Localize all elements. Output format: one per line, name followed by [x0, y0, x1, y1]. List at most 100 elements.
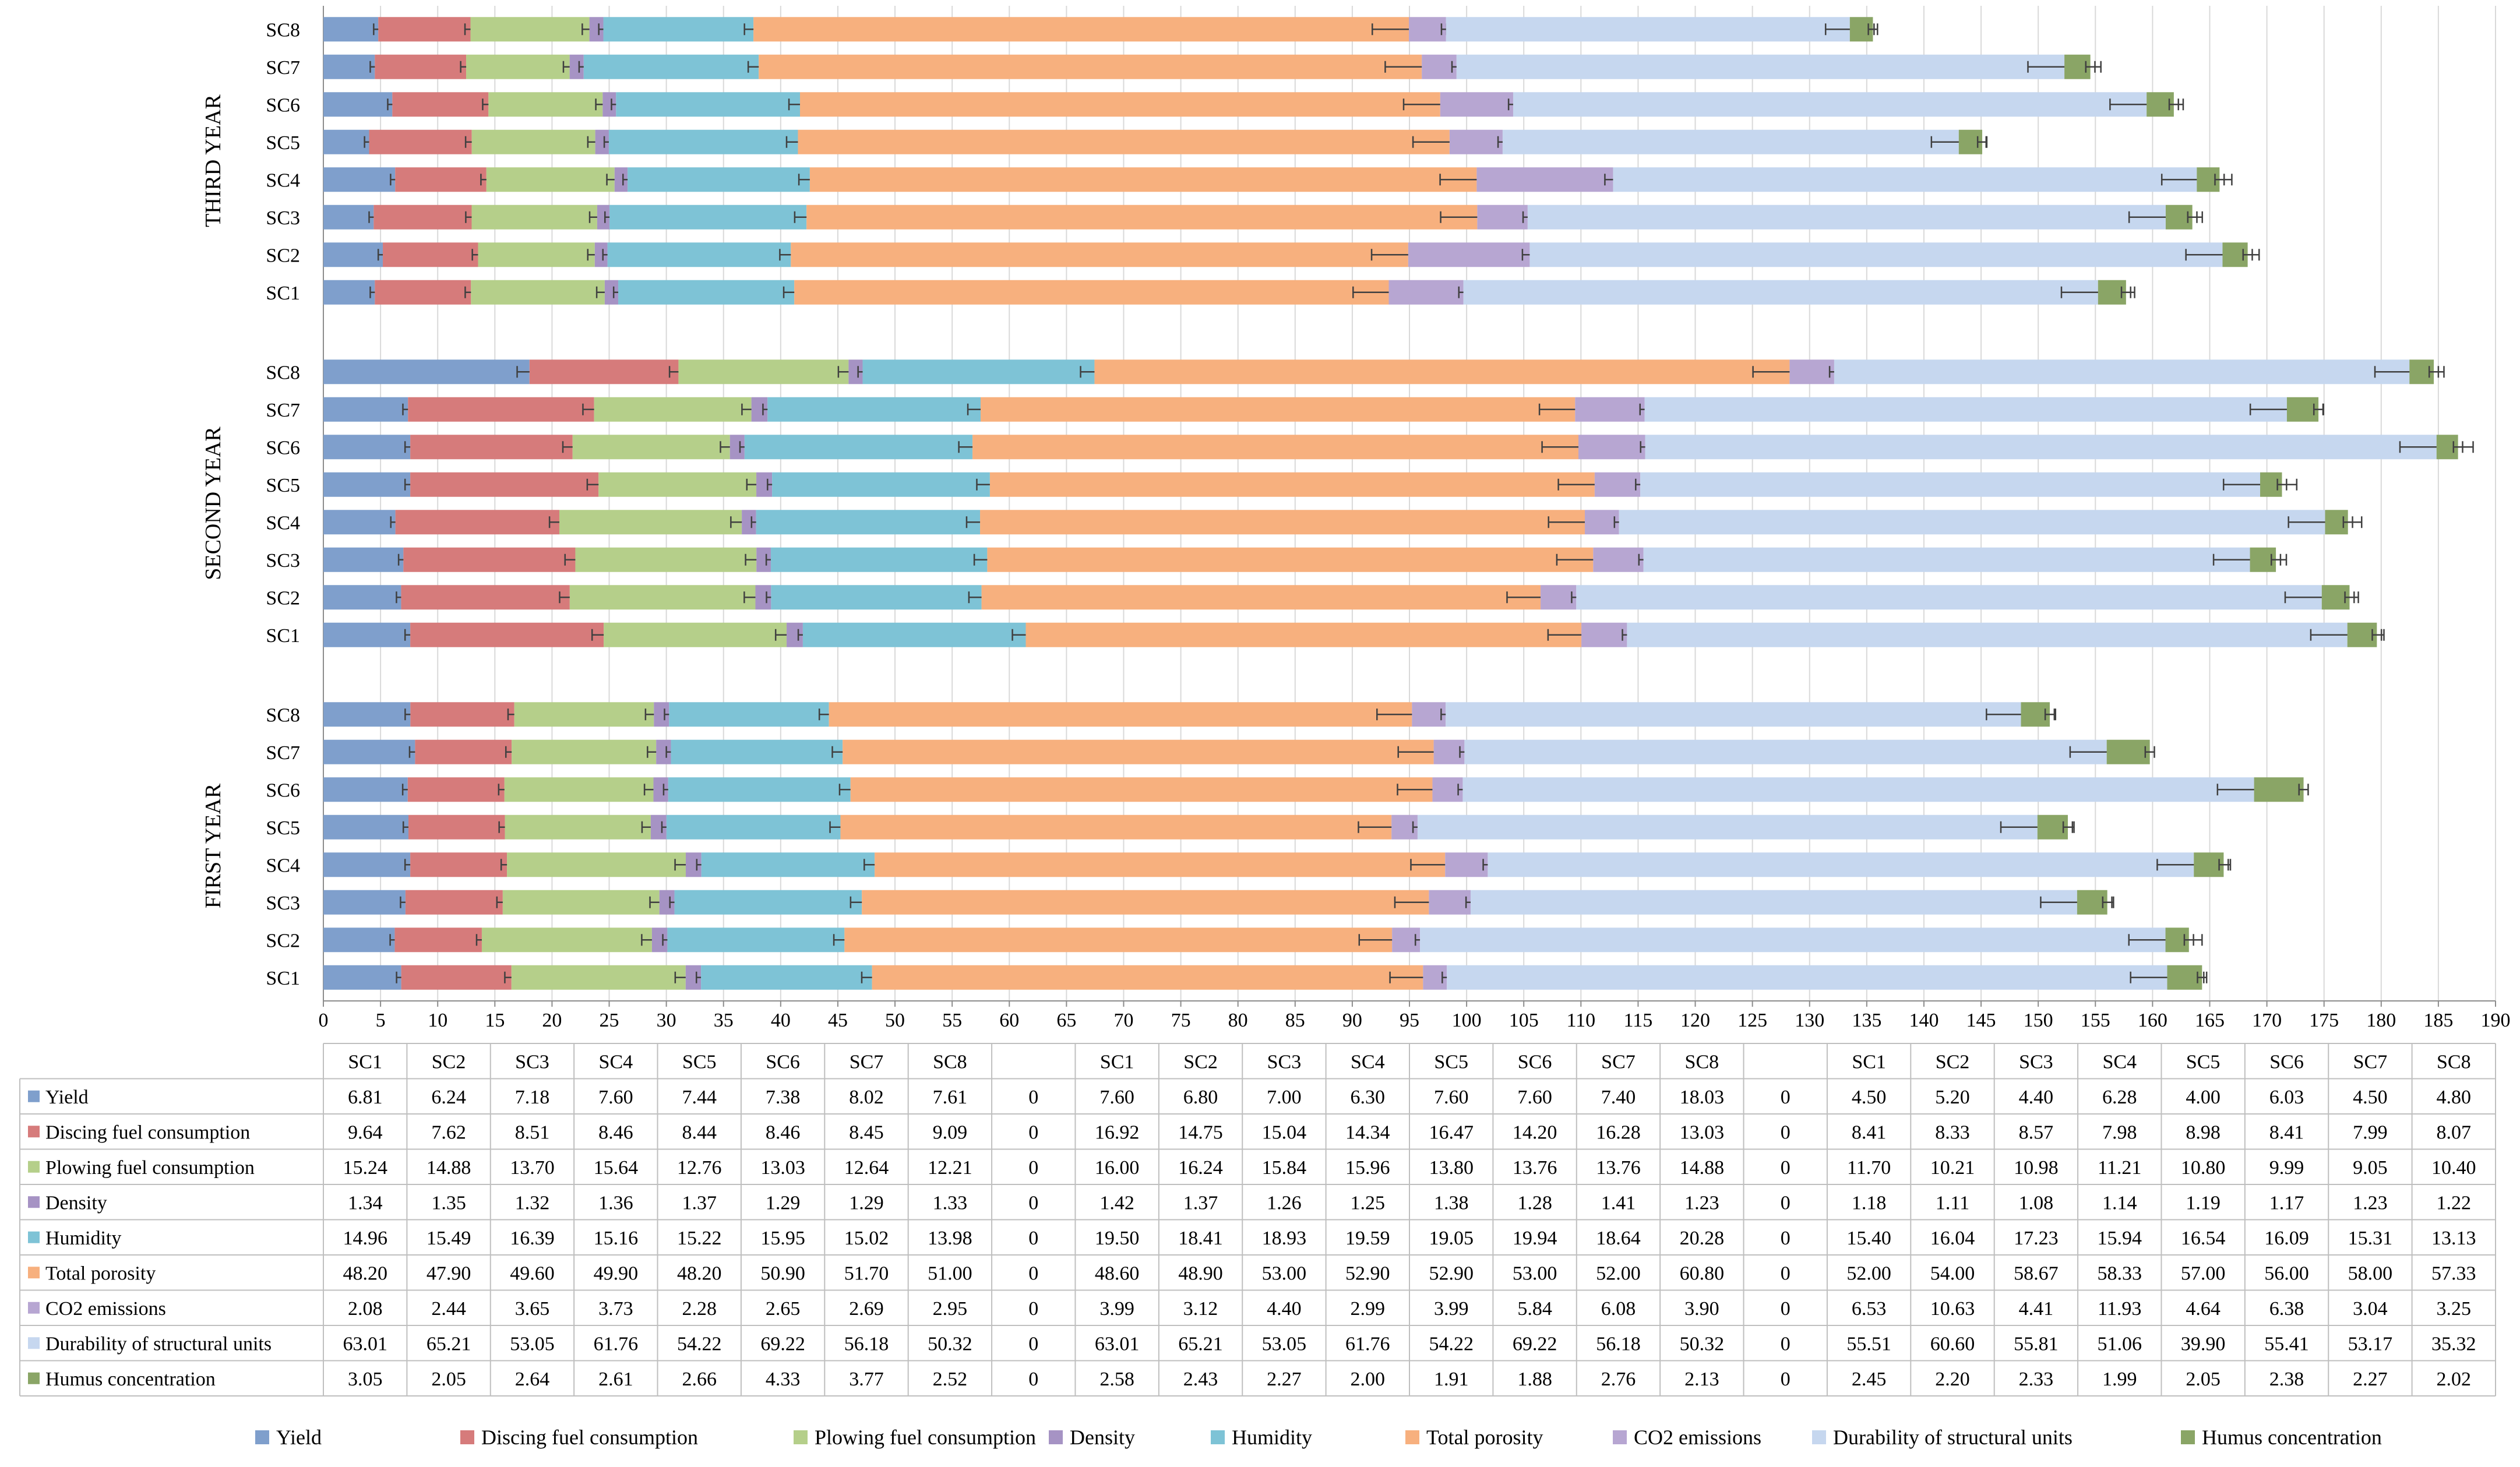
- table-value-cell: 20.28: [1680, 1228, 1725, 1249]
- table-value-cell: 1.22: [2437, 1192, 2472, 1214]
- table-value-cell: 8.45: [849, 1122, 884, 1143]
- x-tick-label: 110: [1566, 1010, 1595, 1031]
- y-category-label: SC8: [266, 362, 300, 383]
- bar-segment: [618, 280, 795, 305]
- bar-segment: [1584, 510, 1619, 535]
- table-legend-key: [28, 1090, 40, 1102]
- table-separator-cell: 0: [1028, 1228, 1038, 1249]
- table-row-label: Yield: [45, 1087, 89, 1108]
- table-value-cell: 7.18: [515, 1087, 550, 1108]
- table-value-cell: 53.00: [1513, 1263, 1557, 1284]
- table-value-cell: 2.33: [2019, 1369, 2054, 1390]
- x-tick-label: 165: [2195, 1010, 2225, 1031]
- table-value-cell: 49.60: [510, 1263, 555, 1284]
- table-value-cell: 1.08: [2019, 1192, 2054, 1214]
- table-row-label: Discing fuel consumption: [45, 1122, 250, 1143]
- table-value-cell: 60.80: [1680, 1263, 1725, 1284]
- bar-segment: [529, 359, 679, 385]
- table-value-cell: 4.40: [1267, 1298, 1302, 1320]
- table-value-cell: 1.91: [1434, 1369, 1469, 1390]
- table-value-cell: 13.76: [1513, 1157, 1557, 1179]
- table-row-label: Humidity: [45, 1228, 121, 1249]
- table-row-label: Plowing fuel consumption: [45, 1157, 255, 1179]
- table-value-cell: 15.84: [1262, 1157, 1307, 1179]
- x-tick-label: 15: [485, 1010, 505, 1031]
- table-value-cell: 7.98: [2102, 1122, 2137, 1143]
- table-value-cell: 49.90: [594, 1263, 639, 1284]
- bar-segment: [373, 204, 472, 230]
- bar-segment: [407, 777, 505, 802]
- bar-segment: [486, 167, 615, 192]
- table-value-cell: 52.00: [1596, 1263, 1641, 1284]
- table-value-cell: 3.77: [849, 1369, 884, 1390]
- legend-key: [1049, 1430, 1063, 1444]
- x-tick-label: 175: [2309, 1010, 2339, 1031]
- x-tick-label: 20: [542, 1010, 562, 1031]
- bar-group: SC1 SC2 SC3 SC4 SC5 SC6 SC7 SC8: [266, 359, 2474, 647]
- table-value-cell: 8.46: [766, 1122, 801, 1143]
- table-value-cell: 35.32: [2431, 1333, 2476, 1355]
- table-value-cell: 1.25: [1351, 1192, 1386, 1214]
- x-tick-label: 95: [1400, 1010, 1419, 1031]
- bar-segment: [1429, 890, 1471, 915]
- table-value-cell: 1.99: [2102, 1369, 2137, 1390]
- bar-segment: [1575, 397, 1645, 422]
- table-value-cell: 19.05: [1429, 1228, 1474, 1249]
- bar-segment: [589, 17, 604, 42]
- bar-segment: [323, 890, 406, 915]
- table-legend-key: [28, 1337, 40, 1349]
- bar-segment: [410, 472, 599, 497]
- x-tick-label: 0: [319, 1010, 329, 1031]
- table-value-cell: 2.44: [431, 1298, 466, 1320]
- x-tick-label: 105: [1509, 1010, 1539, 1031]
- x-tick-label: 30: [657, 1010, 676, 1031]
- table-value-cell: 13.03: [1680, 1122, 1725, 1143]
- table-value-cell: 6.08: [1601, 1298, 1636, 1320]
- table-value-cell: 11.70: [1847, 1157, 1891, 1179]
- bar-segment: [2106, 739, 2150, 764]
- table-header-cell: SC2: [432, 1051, 466, 1073]
- table-separator-cell: 0: [1028, 1157, 1038, 1179]
- table-value-cell: 48.20: [677, 1263, 722, 1284]
- table-separator-cell: 0: [1781, 1333, 1791, 1355]
- bar-segment: [1476, 167, 1613, 192]
- bar-segment: [1025, 622, 1582, 647]
- table-value-cell: 9.05: [2353, 1157, 2388, 1179]
- bar-segment: [323, 585, 401, 610]
- table-value-cell: 53.05: [510, 1333, 555, 1355]
- bar-segment: [607, 242, 791, 267]
- bar-segment: [583, 54, 759, 79]
- table-value-cell: 65.21: [1178, 1333, 1223, 1355]
- bar-segment: [594, 397, 752, 422]
- bar-group: SC1 SC2 SC3 SC4 SC5 SC6 SC7 SC8: [266, 702, 2309, 990]
- bar-segment: [628, 167, 810, 192]
- table-value-cell: 8.44: [682, 1122, 717, 1143]
- table-value-cell: 1.14: [2102, 1192, 2137, 1214]
- x-tick-label: 185: [2423, 1010, 2453, 1031]
- table-value-cell: 8.07: [2437, 1122, 2472, 1143]
- bar-segment: [507, 852, 686, 877]
- y-category-label: SC7: [266, 400, 300, 421]
- bar-segment: [323, 92, 393, 117]
- y-category-label: SC6: [266, 437, 300, 459]
- y-category-label: SC5: [266, 475, 300, 496]
- y-category-label: SC3: [266, 207, 300, 229]
- bar-segment: [597, 204, 610, 230]
- x-tick-label: 130: [1795, 1010, 1824, 1031]
- table-value-cell: 15.64: [594, 1157, 639, 1179]
- table-separator-cell: 0: [1028, 1369, 1038, 1390]
- table-value-cell: 13.13: [2431, 1228, 2476, 1249]
- bar-segment: [862, 359, 1095, 385]
- bar-segment: [666, 814, 841, 840]
- table-header-cell: SC6: [1518, 1051, 1552, 1073]
- bar-segment: [471, 280, 605, 305]
- bar-segment: [1834, 359, 2410, 385]
- bar-segment: [843, 739, 1434, 764]
- table-legend-key: [28, 1231, 40, 1243]
- table-value-cell: 57.00: [2181, 1263, 2226, 1284]
- bar-segment: [1578, 435, 1645, 460]
- bar-segment: [809, 167, 1477, 192]
- bar-segment: [701, 965, 872, 990]
- bar-segment: [701, 852, 875, 877]
- table-row-label: Durability of structural units: [45, 1333, 272, 1355]
